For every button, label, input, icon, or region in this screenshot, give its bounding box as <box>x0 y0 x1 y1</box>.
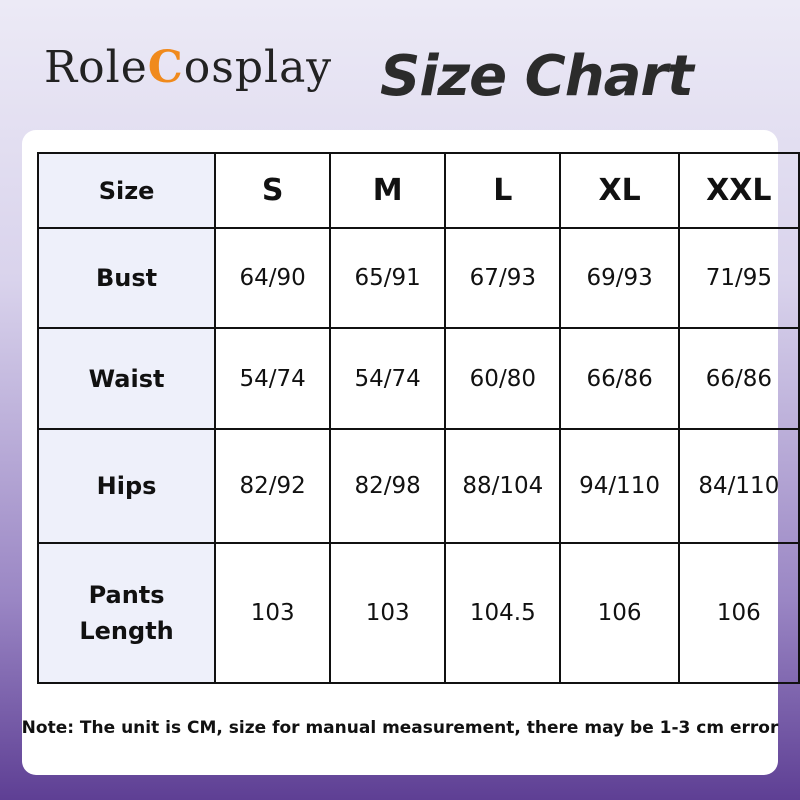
row-label: Bust <box>36 227 217 329</box>
table-row: Size S M L XL XXL <box>36 152 800 229</box>
cell: 60/80 <box>444 327 562 430</box>
cell: 82/98 <box>329 428 447 544</box>
title: Size Chart <box>380 44 694 109</box>
brand-logo: RoleCosplay <box>44 42 333 93</box>
cell: S <box>214 152 332 229</box>
cell: 103 <box>329 542 447 684</box>
row-label: Size <box>36 152 217 229</box>
cell: 106 <box>559 542 680 684</box>
cell: 65/91 <box>329 227 447 329</box>
table-row: Bust 64/90 65/91 67/93 69/93 71/95 <box>36 227 800 329</box>
cell: L <box>444 152 562 229</box>
size-table: Size S M L XL XXL Bust 64/90 65/91 67/93 69/93 71/9… <box>36 152 800 684</box>
cell: 71/95 <box>677 227 800 329</box>
row-label: Hips <box>36 428 217 544</box>
cell: XXL <box>677 152 800 229</box>
row-label: Waist <box>36 327 217 430</box>
cell: 69/93 <box>559 227 680 329</box>
table-row: Pants Length 103 103 104.5 106 106 <box>36 542 800 684</box>
cell: 66/86 <box>677 327 800 430</box>
cell: 82/92 <box>214 428 332 544</box>
cell: 54/74 <box>214 327 332 430</box>
cell: 103 <box>214 542 332 684</box>
cell: 64/90 <box>214 227 332 329</box>
cell: 88/104 <box>444 428 562 544</box>
table-row: Hips 82/92 82/98 88/104 94/110 84/110 <box>36 428 800 544</box>
cell: 66/86 <box>559 327 680 430</box>
table-row: Waist 54/74 54/74 60/80 66/86 66/86 <box>36 327 800 430</box>
cell: 54/74 <box>329 327 447 430</box>
row-label: Pants Length <box>36 542 217 684</box>
logo-letter: C <box>147 42 184 93</box>
cell: 106 <box>677 542 800 684</box>
cell: 67/93 <box>444 227 562 329</box>
cell: XL <box>559 152 680 229</box>
note: Note: The unit is CM, size for manual me… <box>21 718 779 738</box>
cell: 84/110 <box>677 428 800 544</box>
cell: M <box>329 152 447 229</box>
cell: 94/110 <box>559 428 680 544</box>
cell: 104.5 <box>444 542 562 684</box>
